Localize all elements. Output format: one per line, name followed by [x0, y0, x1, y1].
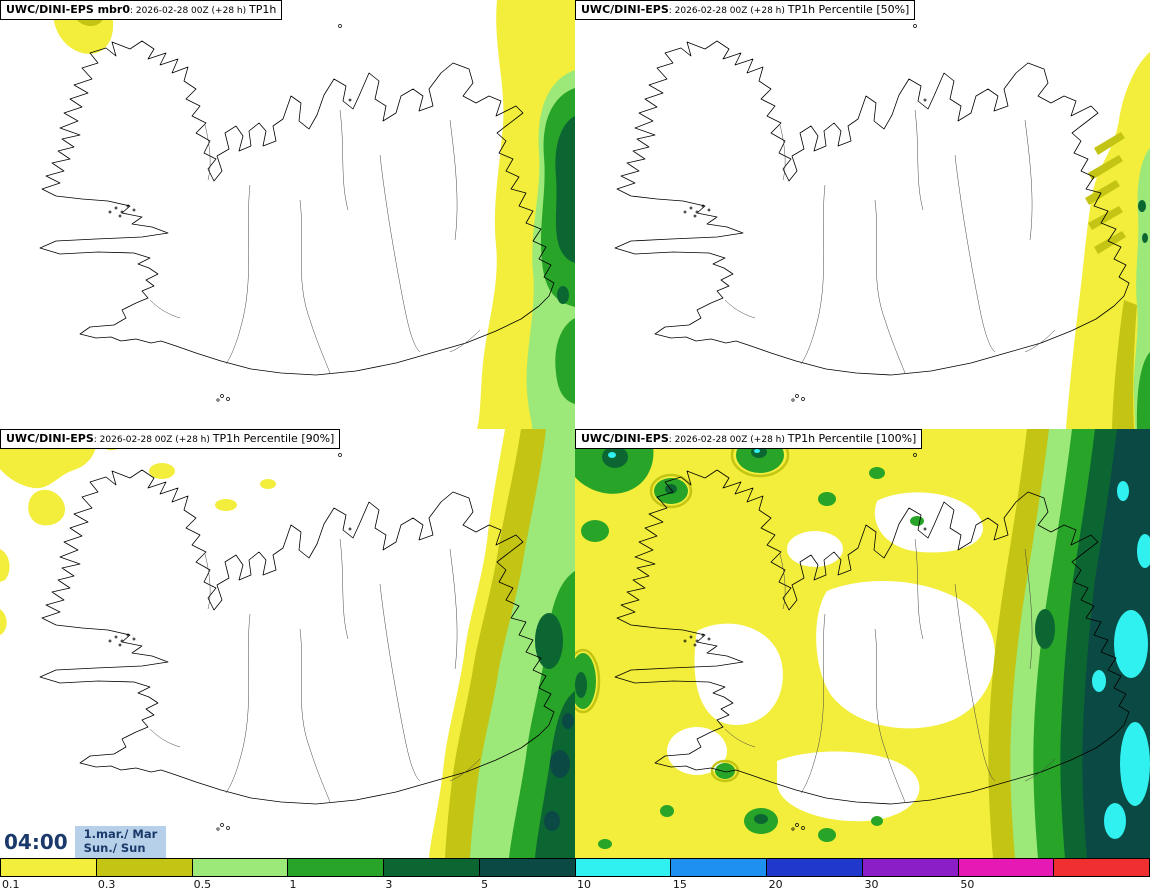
map-grid: UWC/DINI-EPS mbr0: 2026-02-28 00Z (+28 h…	[0, 0, 1150, 858]
colorbar-segment	[958, 859, 1055, 876]
iceland-map-member0	[39, 0, 575, 429]
map-panel-percentile-50: UWC/DINI-EPS: 2026-02-28 00Z (+28 h) TP1…	[575, 0, 1150, 429]
iceland-map-percentile-90	[0, 429, 575, 858]
model-name: UWC/DINI-EPS mbr0	[6, 3, 130, 16]
precip-field-percentile-90	[0, 429, 575, 858]
colorbar-segment	[671, 859, 767, 876]
precip-field-percentile-100	[575, 429, 1150, 858]
run-time: : 2026-02-28 00Z (+28 h)	[668, 435, 788, 445]
colorbar-segment	[96, 859, 193, 876]
field-name: TP1h Percentile [50%]	[787, 3, 910, 16]
colorbar	[0, 858, 1150, 877]
iceland-map-percentile-50	[614, 24, 1150, 429]
run-time: : 2026-02-28 00Z (+28 h)	[130, 6, 249, 16]
colorbar-label: 5	[481, 878, 489, 891]
colorbar-label: 15	[672, 878, 687, 891]
map-panel-percentile-100: UWC/DINI-EPS: 2026-02-28 00Z (+28 h) TP1…	[575, 429, 1150, 858]
model-name: UWC/DINI-EPS	[6, 432, 94, 445]
colorbar-label: 0.3	[97, 878, 116, 891]
colorbar-label: 3	[385, 878, 393, 891]
map-panel-percentile-90: UWC/DINI-EPS: 2026-02-28 00Z (+28 h) TP1…	[0, 429, 575, 858]
field-name: TP1h	[248, 3, 277, 16]
panel-title-percentile-50: UWC/DINI-EPS: 2026-02-28 00Z (+28 h) TP1…	[575, 0, 916, 21]
map-panel-member0: UWC/DINI-EPS mbr0: 2026-02-28 00Z (+28 h…	[0, 0, 575, 429]
colorbar-segment	[1054, 859, 1150, 876]
colorbar-label: 0.1	[2, 878, 20, 891]
colorbar-wrap: 0.1 0.3 0.5 1 3 5 10 15 20 30 50	[0, 858, 1150, 891]
colorbar-segment	[767, 859, 863, 876]
model-name: UWC/DINI-EPS	[581, 3, 669, 16]
colorbar-segment	[479, 859, 576, 876]
valid-time-label: 04:00	[4, 830, 68, 855]
colorbar-label: 10	[577, 878, 591, 891]
field-name: TP1h Percentile [90%]	[212, 432, 335, 445]
valid-time-box: 04:00 1.mar./ Mar Sun./ Sun	[2, 826, 167, 858]
valid-date-box: 1.mar./ Mar Sun./ Sun	[74, 826, 167, 858]
colorbar-segment	[575, 859, 672, 876]
panel-title-percentile-90: UWC/DINI-EPS: 2026-02-28 00Z (+28 h) TP1…	[0, 429, 341, 450]
run-time: : 2026-02-28 00Z (+28 h)	[93, 435, 213, 445]
colorbar-label: 1	[289, 878, 297, 891]
precip-field-member0	[53, 0, 575, 429]
field-name: TP1h Percentile [100%]	[787, 432, 917, 445]
model-name: UWC/DINI-EPS	[581, 432, 669, 445]
colorbar-segment	[384, 859, 480, 876]
colorbar-segment	[288, 859, 384, 876]
colorbar-label: 0.5	[193, 878, 212, 891]
panel-title-member0: UWC/DINI-EPS mbr0: 2026-02-28 00Z (+28 h…	[0, 0, 283, 21]
colorbar-labels: 0.1 0.3 0.5 1 3 5 10 15 20 30 50	[0, 877, 1150, 892]
valid-day-label: Sun./ Sun	[83, 841, 146, 856]
colorbar-segment	[862, 859, 959, 876]
run-time: : 2026-02-28 00Z (+28 h)	[668, 6, 788, 16]
colorbar-label: 50	[960, 878, 975, 891]
panel-title-percentile-100: UWC/DINI-EPS: 2026-02-28 00Z (+28 h) TP1…	[575, 429, 923, 450]
colorbar-segment	[0, 859, 97, 876]
colorbar-label: 30	[864, 878, 879, 891]
colorbar-label: 20	[768, 878, 783, 891]
iceland-map-percentile-100	[575, 429, 1150, 858]
valid-date-label: 1.mar./ Mar	[83, 827, 158, 842]
colorbar-segment	[192, 859, 289, 876]
